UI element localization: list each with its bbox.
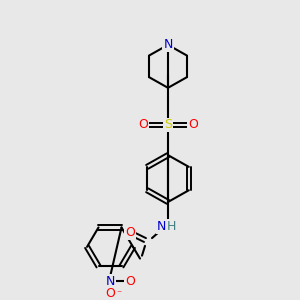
Text: O: O: [188, 118, 198, 131]
Text: O: O: [138, 118, 148, 131]
Text: H: H: [167, 220, 176, 233]
Text: O: O: [125, 226, 135, 239]
Text: N: N: [105, 274, 115, 287]
Text: ⁻: ⁻: [116, 290, 121, 300]
Text: O: O: [105, 287, 115, 300]
Text: O: O: [125, 274, 135, 287]
Text: S: S: [164, 118, 172, 131]
Text: N: N: [163, 38, 173, 51]
Text: N: N: [157, 220, 166, 233]
